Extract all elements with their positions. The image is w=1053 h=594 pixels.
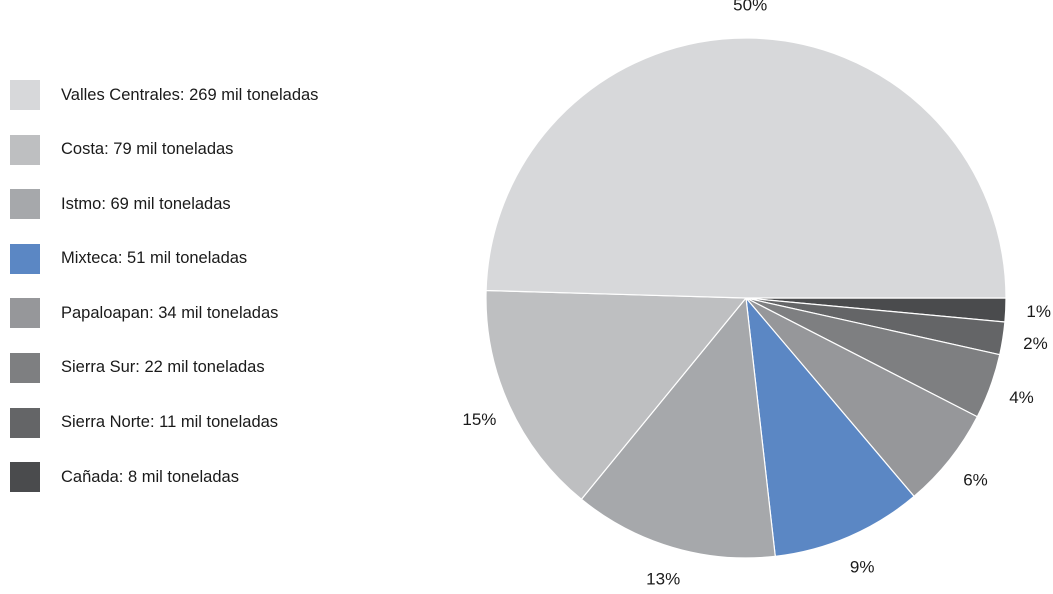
pie-slices [485,37,1007,559]
pie-slice [745,296,915,558]
pie-slice [485,289,748,501]
legend-label: Istmo: 69 mil toneladas [61,194,231,213]
legend-swatch [10,462,40,493]
legend-label: Valles Centrales: 269 mil toneladas [61,85,319,104]
legend-swatch [10,352,40,383]
pie-percent-labels: 1% 2% 4% 6% 9% 13% 15% 50% [462,0,1051,589]
slice-percent-label: 15% [462,410,496,429]
pie-slice [485,37,1007,299]
pie-slice [580,296,776,559]
legend-label: Sierra Sur: 22 mil toneladas [61,358,265,377]
slice-percent-label: 2% [1023,334,1048,353]
legend-label: Sierra Norte: 11 mil toneladas [61,413,279,432]
legend-swatch [10,407,40,438]
legend-swatch [10,80,40,110]
legend-item: Cañada: 8 mil toneladas [10,462,450,493]
legend-item: Costa: 79 mil toneladas [10,134,450,165]
legend-item: Papaloapan: 34 mil toneladas [10,298,450,329]
legend-item: Sierra Norte: 11 mil toneladas [10,407,450,438]
slice-percent-label: 13% [646,570,680,589]
legend-label: Papaloapan: 34 mil toneladas [61,303,279,322]
legend-label: Mixteca: 51 mil toneladas [61,249,248,268]
legend-swatch [10,243,40,274]
slice-percent-label: 9% [850,558,875,577]
legend-swatch [10,134,40,165]
slice-percent-label: 6% [963,471,988,490]
legend-item: Istmo: 69 mil toneladas [10,189,450,220]
slice-percent-label: 50% [733,0,767,15]
chart-legend: Valles Centrales: 269 mil toneladas Costa… [10,80,450,517]
legend-label: Costa: 79 mil toneladas [61,140,234,159]
legend-label: Cañada: 8 mil toneladas [61,467,239,486]
legend-swatch [10,189,40,220]
legend-item: Valles Centrales: 269 mil toneladas [10,80,450,110]
slice-percent-label: 4% [1009,388,1034,407]
legend-swatch [10,298,40,329]
legend-item: Mixteca: 51 mil toneladas [10,243,450,274]
slice-percent-label: 1% [1026,302,1051,321]
legend-item: Sierra Sur: 22 mil toneladas [10,352,450,383]
